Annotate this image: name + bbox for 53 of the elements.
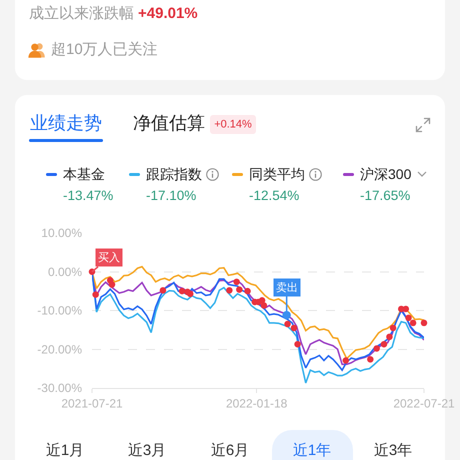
text: 近3年 (374, 442, 412, 460)
point (420, 320, 428, 326)
point (258, 297, 266, 304)
y-tick-label: 10.00% (41, 226, 82, 240)
x-tick-label: 2021-07-21 (61, 396, 124, 410)
text: 近3月 (128, 442, 166, 460)
point (294, 340, 301, 348)
point (108, 281, 116, 288)
text: 近1月 (46, 442, 84, 460)
point (405, 314, 412, 322)
point (290, 324, 298, 332)
point (92, 291, 99, 298)
y-tick-label: -10.00% (37, 304, 82, 318)
point (380, 340, 388, 348)
annotation: 卖出 (276, 281, 298, 294)
text: 近6月 (210, 442, 250, 460)
legend-label: 跟踪指数 (146, 166, 202, 182)
text: 净值估算 (133, 113, 205, 134)
text: 超10万人已关注 (51, 41, 158, 58)
point (226, 287, 233, 294)
point (186, 290, 194, 298)
text: -17.65% (360, 188, 410, 204)
point (236, 286, 243, 293)
point (260, 302, 268, 309)
x-tick-label: 2022-01-18 (226, 396, 288, 410)
y-tick-label: -30.00% (37, 381, 82, 396)
badge: +0.14% (210, 115, 256, 134)
x-tick-label: 2022-07-21 (393, 396, 456, 410)
point (402, 306, 410, 312)
point (178, 288, 186, 294)
text: 成立以来涨跌幅 (29, 5, 134, 22)
text: -12.54% (249, 188, 300, 204)
text: -17.10% (146, 188, 196, 204)
legend-label: 沪深300 (360, 166, 412, 182)
legend-label: 同类平均 (249, 166, 305, 182)
point (410, 320, 416, 326)
point (390, 324, 396, 332)
text: -13.47% (63, 188, 114, 204)
y-tick-label: -20.00% (37, 342, 82, 356)
annotation: 买入 (98, 251, 120, 264)
text: 业绩走势 (30, 113, 102, 134)
point (342, 357, 350, 364)
text: 近1年 (292, 442, 332, 460)
point (386, 334, 393, 340)
point (284, 320, 291, 328)
point (244, 288, 251, 294)
y-tick-label: 0.00% (48, 264, 82, 279)
point (367, 356, 374, 363)
text: +49.01% (138, 5, 198, 22)
point (233, 278, 240, 286)
legend-label: 本基金 (63, 166, 105, 182)
point (373, 345, 380, 352)
point (160, 287, 166, 294)
